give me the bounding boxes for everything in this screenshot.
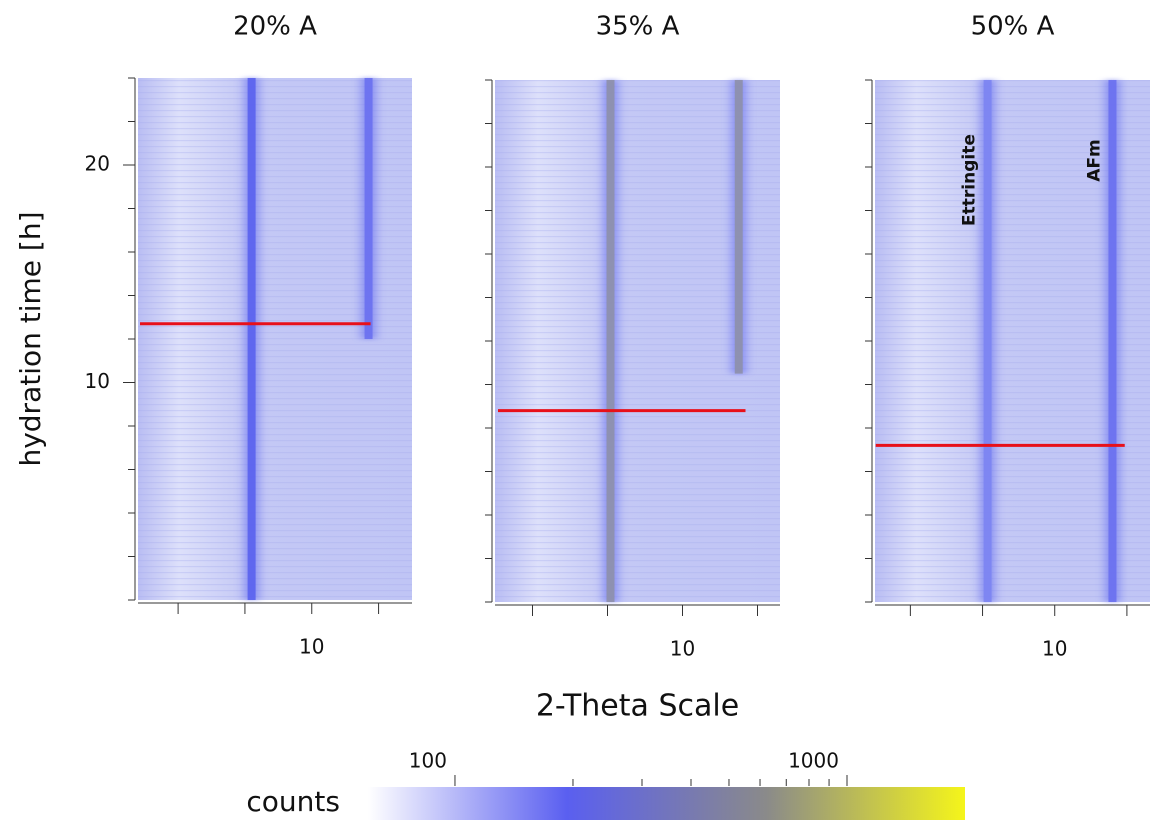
x-tick-label: 10 <box>299 635 324 659</box>
heatmap-noise <box>875 80 1150 602</box>
y-axis-label: hydration time [h] <box>14 211 47 466</box>
x-axis-label: 2-Theta Scale <box>536 689 739 724</box>
colorbar-tick-label: 1000 <box>788 749 839 773</box>
y-tick-label: 10 <box>85 369 110 393</box>
colorbar-label: counts <box>246 785 340 818</box>
colorbar-tick-label: 100 <box>409 749 447 773</box>
peak <box>1108 80 1117 602</box>
colorbar <box>368 787 965 820</box>
peak <box>734 80 743 374</box>
peak <box>983 80 992 602</box>
annotation: AFm <box>1084 139 1104 181</box>
x-tick-label: 10 <box>1042 637 1067 661</box>
x-tick-label: 10 <box>670 637 695 661</box>
peak <box>247 78 256 600</box>
panel-title: 50% A <box>971 12 1055 42</box>
panel-title: 35% A <box>596 12 680 42</box>
peak <box>606 80 615 602</box>
peak <box>364 78 373 339</box>
panel-title: 20% A <box>233 12 317 42</box>
y-tick-label: 20 <box>85 152 110 176</box>
annotation: Ettringite <box>960 134 980 226</box>
